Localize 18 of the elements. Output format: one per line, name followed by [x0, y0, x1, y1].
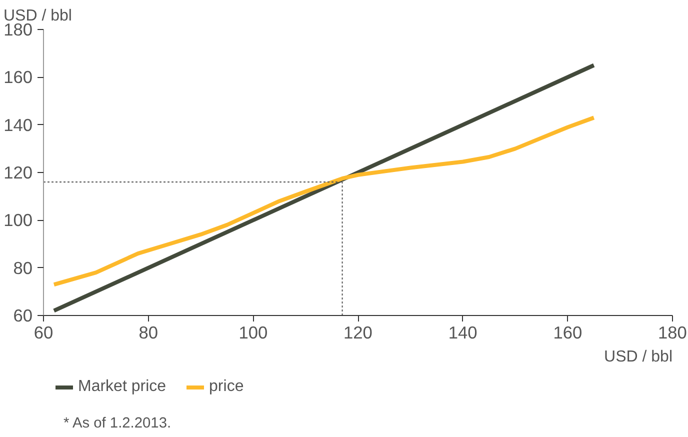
x-tick-label: 60 — [34, 322, 54, 342]
legend-label: price — [209, 378, 244, 396]
y-tick-label: 160 — [4, 67, 33, 88]
x-tick-label: 80 — [138, 322, 158, 342]
y-tick-label: 140 — [4, 114, 33, 135]
y-tick-label: 100 — [4, 210, 33, 230]
y-tick-label: 120 — [4, 162, 33, 182]
x-tick-label: 180 — [658, 322, 687, 342]
y-tick-label: 80 — [13, 258, 33, 278]
line-series — [52, 116, 596, 287]
text: * As of 1.2.2013. — [64, 416, 172, 432]
x-axis-title: USD / bbl — [604, 348, 672, 366]
legend-label: Market price — [78, 378, 166, 396]
x-tick-label: 100 — [238, 322, 268, 342]
x-tick-label: 120 — [344, 322, 372, 342]
x-tick-label: 140 — [448, 322, 478, 342]
x-tick-label: 160 — [553, 322, 582, 342]
y-tick-label: 60 — [13, 306, 33, 326]
